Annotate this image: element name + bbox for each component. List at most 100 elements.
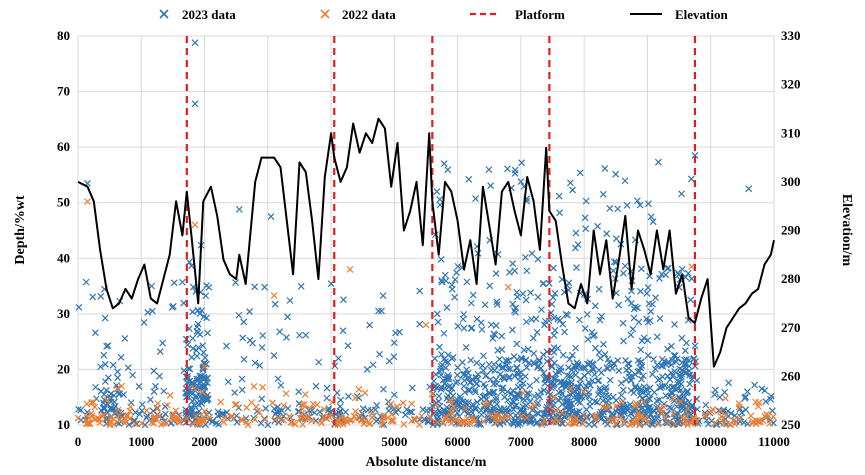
point-2023 (336, 403, 344, 411)
point-2022 (678, 414, 686, 421)
point-2023 (276, 328, 284, 336)
point-2023 (609, 267, 617, 275)
point-2022 (306, 405, 314, 413)
point-2023 (114, 368, 121, 376)
point-2023 (295, 408, 303, 415)
point-2022 (636, 420, 644, 428)
point-2022 (84, 198, 91, 206)
point-2023 (490, 360, 498, 368)
point-2023 (344, 393, 352, 400)
x-axis-ticks: 0 1000 2000 3000 4000 5000 6000 7000 8000 9000 100… (75, 434, 790, 449)
point-2023 (194, 320, 202, 328)
point-2023 (617, 379, 625, 387)
point-2023 (465, 374, 472, 382)
point-2023 (527, 289, 534, 297)
point-2022 (150, 419, 158, 427)
point-2022 (605, 403, 612, 411)
point-2023 (275, 408, 283, 415)
point-2023 (445, 375, 453, 383)
point-2023 (438, 361, 446, 369)
point-2023 (630, 305, 638, 313)
point-2023 (516, 412, 524, 419)
point-2022 (671, 420, 679, 428)
point-2023 (144, 309, 152, 316)
point-2023 (584, 369, 592, 377)
point-2023 (741, 394, 749, 402)
point-2023 (251, 283, 259, 291)
point-2022 (450, 403, 458, 411)
point-2022 (633, 412, 641, 420)
point-2023 (262, 405, 270, 412)
point-2023 (442, 277, 450, 285)
point-2023 (558, 411, 566, 419)
point-2023 (498, 364, 506, 372)
point-2022 (550, 418, 558, 426)
point-2022 (736, 415, 743, 423)
point-2023 (433, 188, 441, 196)
point-2022 (702, 412, 709, 420)
point-2022 (320, 405, 328, 413)
point-2022 (399, 399, 407, 407)
point-2023 (574, 241, 582, 249)
point-2023 (416, 287, 424, 295)
point-2023 (312, 382, 320, 390)
point-2023 (666, 404, 673, 411)
point-2023 (656, 315, 664, 322)
point-2023 (435, 343, 443, 351)
point-2022 (463, 414, 471, 422)
point-2022 (201, 363, 208, 371)
point-2022 (727, 421, 734, 429)
point-2022 (299, 421, 307, 429)
point-2023 (286, 297, 294, 304)
point-2023 (615, 367, 623, 375)
point-2023 (366, 321, 374, 329)
point-2023 (472, 406, 479, 413)
point-2023 (463, 366, 471, 374)
point-2022 (721, 394, 729, 402)
point-2023 (662, 271, 670, 279)
point-2022 (194, 417, 202, 424)
point-2022 (143, 407, 150, 414)
point-2023 (668, 383, 676, 391)
point-2023 (197, 378, 205, 386)
point-2023 (316, 408, 324, 416)
point-2022 (124, 412, 132, 419)
point-2023 (468, 324, 476, 332)
point-2023 (602, 383, 610, 391)
y-tick-label: 70 (57, 84, 70, 99)
point-2023 (323, 384, 331, 392)
point-2023 (670, 371, 677, 379)
point-2023 (91, 329, 99, 337)
point-2023 (667, 389, 675, 397)
point-2022 (298, 401, 306, 409)
point-2022 (612, 421, 620, 429)
point-2022 (418, 412, 426, 420)
point-2022 (448, 419, 455, 427)
point-2022 (352, 415, 360, 423)
point-2023 (647, 213, 655, 221)
point-2023 (472, 380, 480, 388)
point-2022 (259, 383, 267, 391)
point-2022 (153, 405, 161, 413)
point-2022 (626, 421, 634, 429)
point-2023 (678, 265, 686, 273)
point-2022 (272, 416, 279, 424)
point-2023 (240, 318, 248, 326)
point-2023 (204, 329, 211, 337)
point-2023 (645, 200, 652, 208)
point-2023 (691, 152, 699, 159)
point-2023 (114, 374, 122, 382)
elevation-line (77, 117, 775, 368)
point-2022 (138, 419, 146, 427)
point-2022 (564, 420, 572, 428)
point-2022 (546, 403, 554, 411)
point-2023 (670, 352, 678, 360)
point-2022 (442, 413, 450, 421)
point-2023 (561, 328, 568, 336)
point-2023 (597, 369, 605, 377)
point-2023 (432, 382, 440, 390)
point-2023 (596, 385, 604, 393)
point-2023 (258, 344, 266, 351)
point-2023 (121, 334, 129, 342)
point-2022 (599, 403, 607, 411)
